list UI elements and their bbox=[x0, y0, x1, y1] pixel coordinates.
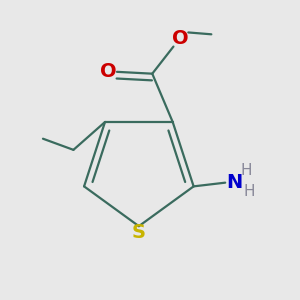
Text: H: H bbox=[241, 163, 252, 178]
Text: S: S bbox=[132, 224, 146, 242]
Text: O: O bbox=[100, 62, 117, 81]
Text: H: H bbox=[244, 184, 255, 200]
Text: O: O bbox=[172, 29, 188, 48]
Text: N: N bbox=[226, 173, 243, 192]
